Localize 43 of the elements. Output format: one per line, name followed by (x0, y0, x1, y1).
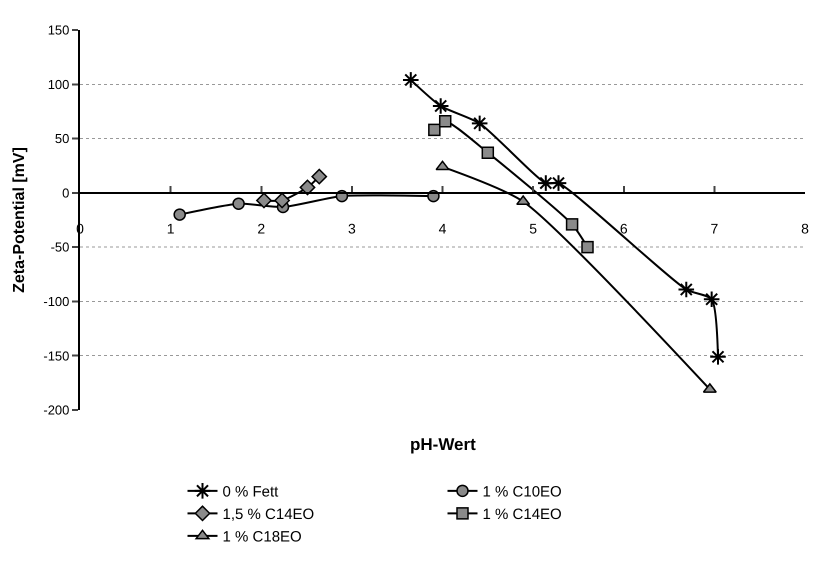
point (470, 114, 488, 132)
y-tick-label: -200 (43, 402, 70, 418)
x-tick-label: 6 (620, 220, 628, 237)
legend-label: 1,5 % C14EO (222, 506, 314, 524)
legend-label: 1 % C10EO (482, 484, 562, 501)
point (300, 180, 316, 196)
y-tick-label: -100 (43, 294, 70, 309)
x-tick-label: 4 (438, 220, 447, 237)
point (516, 195, 530, 206)
x-axis-title: pH-Wert (410, 435, 476, 454)
x-tick-label: 7 (710, 220, 718, 237)
x-tick-label: 8 (801, 220, 810, 237)
y-tick-label: 0 (62, 185, 70, 200)
legend-label: 0 % Fett (222, 484, 280, 501)
point (550, 174, 568, 192)
x-tick-label: 3 (348, 220, 356, 237)
legend-label: 1 % C18EO (222, 528, 302, 546)
point (581, 240, 594, 254)
point (173, 208, 186, 221)
point (232, 197, 245, 210)
x-tick-label: 5 (529, 220, 538, 237)
point (537, 174, 555, 192)
y-tick-label: -50 (50, 240, 70, 255)
point (677, 280, 696, 298)
point (256, 192, 272, 208)
legend-label: 1 % C14EO (482, 506, 562, 524)
point (428, 124, 441, 136)
x-tick-label: 2 (257, 220, 266, 237)
point (702, 290, 720, 308)
point (438, 114, 452, 128)
y-tick-label: 100 (48, 76, 70, 92)
y-tick-label: -150 (43, 348, 70, 364)
y-axis-title: Zeta-Potential [mV] (10, 147, 28, 293)
point (402, 71, 420, 89)
point (432, 97, 450, 115)
point (274, 192, 290, 208)
y-tick-label: 50 (54, 131, 70, 146)
point (709, 348, 727, 366)
point (482, 146, 494, 159)
point (311, 168, 328, 184)
y-tick-label: 150 (48, 22, 70, 38)
point (566, 218, 578, 231)
x-tick-label: 1 (166, 220, 175, 237)
